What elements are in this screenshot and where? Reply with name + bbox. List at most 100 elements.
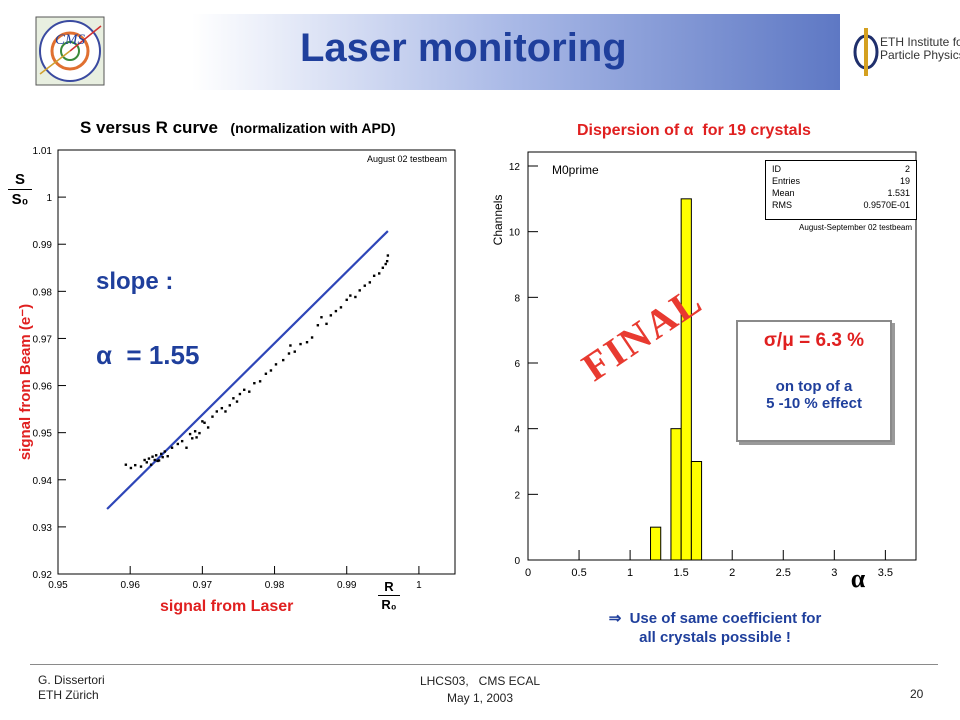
hist-y-tick-label: 12 <box>509 162 521 173</box>
sr-data-point <box>363 284 366 287</box>
sr-x-tick-label: 0.96 <box>120 580 140 591</box>
cms-logo: CMS <box>35 16 105 86</box>
sr-data-point <box>191 437 194 440</box>
hist-x-tick-label: 3.5 <box>878 567 893 579</box>
stat-key-mean: Mean <box>772 188 795 198</box>
sr-fit-line <box>106 230 389 510</box>
hist-x-tick-label: 2 <box>729 567 735 579</box>
hist-testbeam-note: August-September 02 testbeam <box>799 223 912 232</box>
sr-data-point <box>358 289 361 292</box>
sr-data-point <box>228 404 231 407</box>
hist-y-tick-label: 2 <box>514 490 520 501</box>
hist-x-tick-label: 3 <box>831 567 837 579</box>
hist-x-tick-label: 1.5 <box>674 567 689 579</box>
sr-y-tick-label: 0.95 <box>33 429 53 440</box>
footer-author: G. Dissertori <box>38 673 105 687</box>
sr-y-tick-label: 0.96 <box>33 382 53 393</box>
sr-data-point <box>153 458 156 462</box>
sr-data-point <box>372 274 376 277</box>
result-line1: on top of a <box>775 378 853 395</box>
sr-data-point <box>129 466 133 470</box>
sr-data-point <box>334 309 338 313</box>
y-fraction-denominator: S₀ <box>11 191 29 208</box>
sr-data-point <box>287 352 291 355</box>
sr-data-point <box>235 400 239 403</box>
sr-data-point <box>386 254 390 257</box>
footer-author-block: G. Dissertori ETH Zürich <box>38 673 105 703</box>
sr-data-point <box>232 397 235 400</box>
result-box: σ/μ = 6.3 % on top of a 5 -10 % effect <box>736 320 892 442</box>
result-sigma-mu: σ/μ = 6.3 % <box>763 330 865 351</box>
sr-data-point <box>206 426 210 429</box>
sr-data-point <box>176 442 180 446</box>
hist-stats-box: ID 2 Entries 19 Mean 1.531 RMS 0.9570E-01 <box>765 160 917 220</box>
sr-data-point <box>299 342 302 346</box>
sr-data-point <box>320 316 323 319</box>
sr-y-tick-label: 1 <box>46 193 52 204</box>
hist-bar <box>650 526 662 561</box>
sr-y-tick-label: 0.93 <box>33 523 53 534</box>
sr-x-tick-label: 0.99 <box>337 580 357 591</box>
conclusion-line2: all crystals possible ! <box>639 629 791 646</box>
sr-data-point <box>161 455 164 459</box>
sr-data-point <box>163 450 167 453</box>
sr-x-tick-label: 0.95 <box>48 580 68 591</box>
sr-data-point <box>151 455 154 458</box>
stat-value-id: 2 <box>904 164 910 174</box>
sr-x-tick-label: 0.98 <box>265 580 285 591</box>
sr-data-point <box>305 341 309 344</box>
sr-y-tick-label: 1.01 <box>33 146 53 157</box>
sr-data-point <box>349 294 352 297</box>
hist-y-tick-label: 4 <box>514 425 520 436</box>
sr-data-point <box>381 266 385 269</box>
eth-logo-text: ETH Institute for Particle Physics <box>880 36 960 62</box>
stat-value-mean: 1.531 <box>887 188 910 198</box>
sr-fraction-y: S S₀ <box>8 170 32 209</box>
sr-data-point <box>139 465 143 468</box>
hist-y-tick-label: 10 <box>509 228 521 239</box>
sr-y-tick-label: 0.92 <box>33 570 53 581</box>
hist-y-tick-label: 6 <box>514 359 520 370</box>
sr-data-point <box>170 446 174 449</box>
result-line2: 5 -10 % effect <box>766 395 862 412</box>
sr-data-point <box>274 363 278 366</box>
stat-key-id: ID <box>772 164 781 174</box>
sr-fraction-x: R R₀ <box>378 578 400 613</box>
page-title: Laser monitoring <box>300 26 627 70</box>
stat-value-rms: 0.9570E-01 <box>863 200 910 210</box>
sr-data-point <box>134 463 137 467</box>
sr-data-point <box>282 358 285 362</box>
sr-data-point <box>166 455 169 458</box>
alpha-value: α = 1.55 <box>96 340 200 370</box>
sr-data-point <box>124 463 128 466</box>
sr-data-point <box>220 406 224 410</box>
y-fraction-numerator: S <box>14 171 25 188</box>
sr-data-point <box>201 420 204 423</box>
sr-data-point <box>198 431 201 435</box>
sr-data-point <box>325 322 328 326</box>
page-number: 20 <box>910 687 924 701</box>
sr-data-point <box>143 458 146 462</box>
sr-data-point <box>264 372 268 375</box>
sr-data-point <box>310 336 314 339</box>
hist-y-tick-label: 8 <box>514 293 520 304</box>
conclusion-line1: ⇒ Use of same coefficient for <box>608 610 822 627</box>
footer-divider <box>30 664 938 665</box>
sr-data-point <box>203 421 206 424</box>
sr-testbeam-note: August 02 testbeam <box>367 154 447 164</box>
sr-data-point <box>188 432 192 436</box>
sr-data-point <box>180 439 184 443</box>
sr-data-point <box>248 390 251 393</box>
footer-event-block: LHCS03, CMS ECAL May 1, 2003 <box>380 673 580 707</box>
eth-logo <box>850 14 955 90</box>
x-axis-label: signal from Laser <box>160 598 294 615</box>
hist-x-axis-label: α <box>851 564 866 593</box>
sr-data-point <box>224 410 227 413</box>
sr-x-tick-label: 1 <box>416 580 422 591</box>
sr-data-point <box>193 430 197 433</box>
x-fraction-numerator: R <box>384 579 394 594</box>
sr-data-point <box>329 314 333 317</box>
sr-data-point <box>316 324 320 327</box>
title-banner <box>30 14 840 90</box>
